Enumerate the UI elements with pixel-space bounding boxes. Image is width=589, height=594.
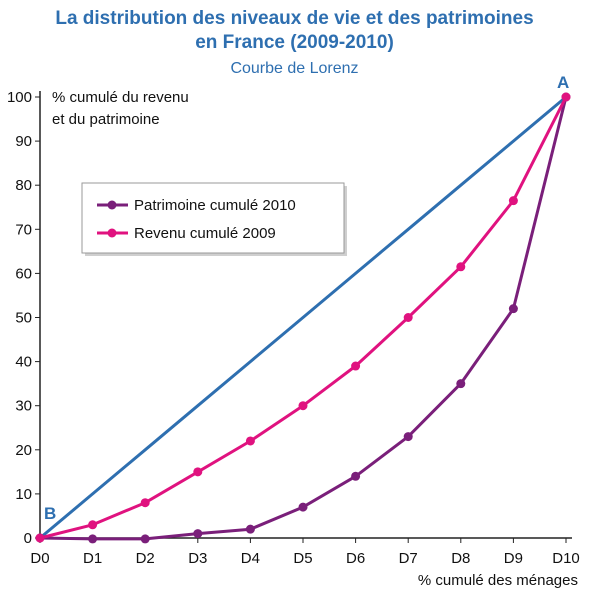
- series-2-point-D10: [561, 92, 571, 102]
- y-tick-label-100: 100: [7, 89, 32, 106]
- chart-title-line2: en France (2009-2010): [195, 32, 394, 53]
- series-1-point-D3: [193, 529, 203, 539]
- y-tick-label-30: 30: [15, 398, 32, 415]
- x-tick-label-D2: D2: [136, 550, 155, 567]
- y-tick-label-70: 70: [15, 221, 32, 238]
- y-tick-label-50: 50: [15, 310, 32, 327]
- y-tick-label-10: 10: [15, 486, 32, 503]
- series-1-point-D5: [298, 502, 308, 512]
- series-2-point-D2: [140, 498, 150, 508]
- series-2-point-D1: [88, 520, 98, 530]
- x-axis-title: % cumulé des ménages: [418, 572, 578, 589]
- x-tick-label-D1: D1: [83, 550, 102, 567]
- x-tick-label-D9: D9: [504, 550, 523, 567]
- series-2-point-D7: [403, 313, 413, 322]
- series-1-point-D2: [140, 534, 150, 544]
- series-1-point-D9: [508, 304, 518, 314]
- series-2-point-D9: [508, 196, 518, 206]
- legend-entry: Patrimoine cumulé 2010: [134, 197, 296, 214]
- x-tick-label-D6: D6: [346, 550, 365, 567]
- x-tick-label-D0: D0: [30, 550, 49, 567]
- series-2-point-D5: [298, 401, 308, 411]
- legend-box: [81, 182, 345, 254]
- series-2-point-D8: [456, 262, 466, 272]
- legend-swatch-marker: [107, 200, 117, 210]
- series-2-point-D0: [35, 533, 45, 543]
- series-1-point-D8: [456, 379, 466, 389]
- x-tick-label-D4: D4: [241, 550, 260, 567]
- legend-entry: Revenu cumulé 2009: [134, 225, 276, 242]
- y-axis-title-line1: % cumulé du revenu: [52, 89, 189, 106]
- point-label-a: A: [557, 73, 569, 92]
- y-axis-title-line2: et du patrimoine: [52, 111, 160, 128]
- x-tick-label-D10: D10: [552, 550, 580, 567]
- x-tick-label-D8: D8: [451, 550, 470, 567]
- chart-title-line1: La distribution des niveaux de vie et de…: [55, 8, 534, 29]
- series-1-point-D7: [403, 432, 413, 442]
- series-2-point-D6: [351, 361, 361, 371]
- y-tick-label-60: 60: [15, 265, 32, 282]
- x-tick-label-D7: D7: [399, 550, 418, 567]
- series-1-point-D6: [351, 471, 361, 481]
- series-1-point-D1: [88, 534, 98, 544]
- series-2-point-D3: [193, 467, 203, 477]
- y-tick-label-20: 20: [15, 442, 32, 459]
- legend-swatch-marker: [107, 228, 117, 238]
- x-tick-label-D5: D5: [293, 550, 312, 567]
- x-tick-label-D3: D3: [188, 550, 207, 567]
- equality-line-line: [39, 95, 567, 540]
- y-tick-label-40: 40: [15, 354, 32, 371]
- y-tick-label-0: 0: [24, 530, 32, 547]
- chart-subtitle: Courbe de Lorenz: [230, 60, 359, 77]
- series-2-point-D4: [245, 436, 255, 446]
- series-1-point-D4: [245, 524, 255, 534]
- y-tick-label-80: 80: [15, 177, 32, 194]
- y-tick-label-90: 90: [15, 133, 32, 150]
- point-label-b: B: [44, 504, 56, 523]
